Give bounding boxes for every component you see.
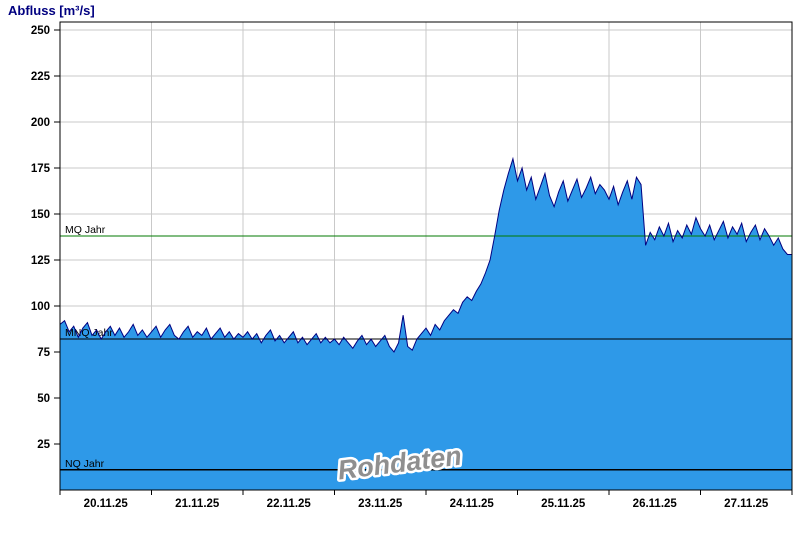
y-tick-label: 250 — [31, 25, 50, 37]
y-tick-label: 200 — [31, 117, 50, 129]
y-tick-label: 25 — [37, 439, 50, 451]
y-tick-label: 225 — [31, 71, 51, 83]
series-line — [59, 156, 792, 353]
ref-line-label: MNQ Jahr — [65, 327, 113, 339]
x-tick-label: 22.11.25 — [267, 498, 312, 510]
y-tick-label: 75 — [37, 347, 50, 359]
x-tick-label: 26.11.25 — [633, 498, 678, 510]
plot-frame — [59, 21, 793, 491]
x-tick-label: 27.11.25 — [724, 498, 769, 510]
y-tick-label: 125 — [31, 255, 51, 267]
y-tick-label: 150 — [31, 209, 50, 221]
ref-line-label: NQ Jahr — [65, 458, 105, 470]
chart-title: Abfluss [m³/s] — [8, 3, 95, 18]
y-tick-label: 100 — [31, 301, 50, 313]
x-tick-label: 24.11.25 — [450, 498, 495, 510]
x-tick-label: 20.11.25 — [84, 498, 129, 510]
plot-layer: MQ Jahr MNQ Jahr NQ Jahr 25 50 75 100 125 150 175… — [31, 22, 793, 510]
x-tick-label: 23.11.25 — [358, 498, 403, 510]
x-tick-label: 21.11.25 — [175, 498, 220, 510]
area-series — [60, 158, 792, 491]
y-tick-label: 50 — [37, 393, 50, 405]
x-tick-label: 25.11.25 — [541, 498, 586, 510]
ref-line-label: MQ Jahr — [65, 224, 106, 236]
y-tick-label: 175 — [31, 163, 51, 175]
frame-layer — [59, 21, 793, 491]
